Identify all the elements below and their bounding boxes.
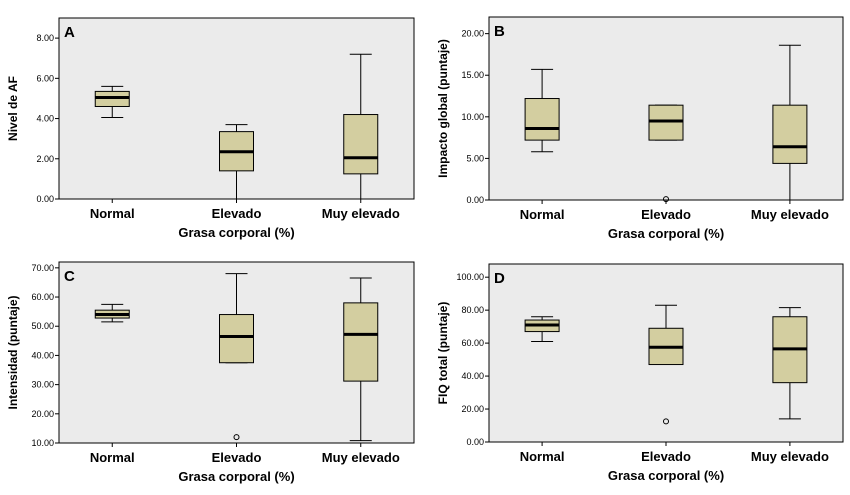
y-axis-title: Impacto global (puntaje) [436, 39, 450, 178]
x-category-label: Muy elevado [751, 449, 829, 464]
panel-c: 10.00 20.00 30.00 40.00 50.00 60.00 70.00 C Norm… [6, 261, 415, 484]
y-tick-label: 40.00 [31, 350, 54, 360]
panel-a: 0.00 2.00 4.00 6.00 8.00 A Normal Elevado Muy el… [6, 17, 415, 240]
y-tick-label: 0.00 [466, 437, 484, 447]
y-tick-label: 50.00 [31, 321, 54, 331]
panel-letter: C [64, 268, 75, 285]
box [343, 114, 379, 175]
y-tick-label: 4.00 [36, 114, 54, 124]
outlier-point [663, 418, 669, 425]
y-axis-title: FIQ total (puntaje) [436, 302, 450, 405]
y-tick-label: 10.00 [461, 112, 484, 122]
panel-b: 0.00 5.00 10.00 15.00 20.00 B Normal Elevado Muy… [436, 16, 844, 241]
y-tick-label: 20.00 [31, 409, 54, 419]
y-tick-label: 0.00 [466, 195, 484, 205]
x-category-label: Muy elevado [322, 450, 400, 465]
panel-letter: A [64, 24, 75, 41]
box [343, 302, 379, 382]
panel-d: 0.00 20.00 40.00 60.00 80.00 100.00 D Normal Ele… [436, 263, 844, 483]
panel-letter: B [494, 23, 505, 40]
x-category-label: Normal [520, 207, 565, 222]
box [94, 90, 130, 107]
x-category-label: Elevado [641, 207, 691, 222]
x-category-label: Elevado [641, 449, 691, 464]
x-category-label: Muy elevado [751, 207, 829, 222]
outlier-point [233, 434, 240, 441]
y-tick-label: 2.00 [36, 154, 54, 164]
y-tick-label: 0.00 [36, 194, 54, 204]
x-axis-title: Grasa corporal (%) [178, 469, 294, 484]
x-category-label: Elevado [212, 206, 262, 221]
y-tick-label: 20.00 [461, 29, 484, 39]
x-axis-title: Grasa corporal (%) [608, 468, 724, 483]
box [648, 104, 684, 141]
y-tick-label: 70.00 [31, 263, 54, 273]
y-tick-label: 40.00 [461, 371, 484, 381]
y-tick-label: 6.00 [36, 73, 54, 83]
x-category-label: Normal [90, 450, 135, 465]
y-tick-label: 15.00 [461, 70, 484, 80]
y-axis-title: Nivel de AF [6, 76, 20, 141]
y-tick-label: 30.00 [31, 380, 54, 390]
x-axis-title: Grasa corporal (%) [608, 226, 724, 241]
x-category-label: Muy elevado [322, 206, 400, 221]
box [772, 104, 808, 164]
y-tick-label: 80.00 [461, 305, 484, 315]
y-tick-label: 100.00 [456, 272, 484, 282]
x-category-label: Normal [90, 206, 135, 221]
x-category-label: Normal [520, 449, 565, 464]
x-category-label: Elevado [212, 450, 262, 465]
y-tick-label: 20.00 [461, 404, 484, 414]
y-tick-label: 60.00 [461, 338, 484, 348]
y-axis-title: Intensidad (puntaje) [6, 295, 20, 409]
y-tick-label: 60.00 [31, 292, 54, 302]
y-tick-label: 8.00 [36, 33, 54, 43]
x-axis-title: Grasa corporal (%) [178, 225, 294, 240]
box [219, 314, 254, 364]
box [524, 98, 560, 141]
y-tick-label: 10.00 [31, 438, 54, 448]
panel-letter: D [494, 270, 505, 287]
y-tick-label: 5.00 [466, 153, 484, 163]
